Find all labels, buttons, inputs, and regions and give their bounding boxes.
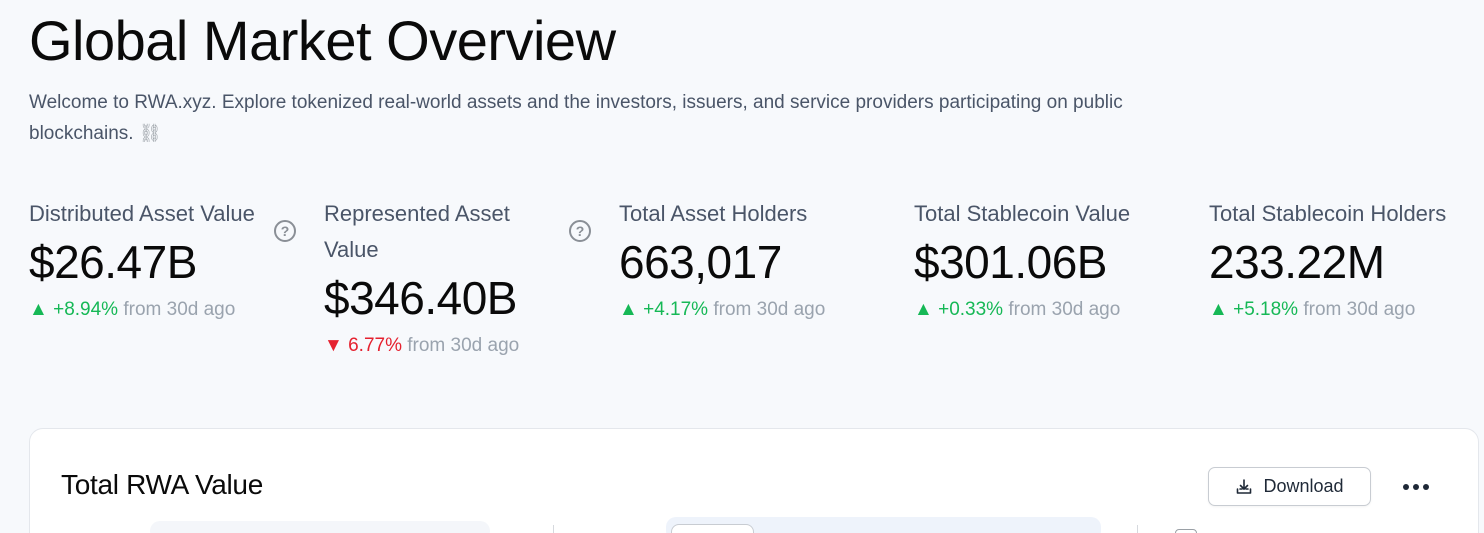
stat-label: Represented Asset Value [324,201,510,262]
change-percent: +4.17% [643,299,709,320]
time-range-selector[interactable] [150,521,490,533]
subtitle-text: Welcome to RWA.xyz. Explore tokenized re… [29,92,1123,144]
stat-change: ▲ +5.18% from 30d ago [1209,296,1484,324]
change-percent: 6.77% [348,335,402,356]
stat-value: 663,017 [619,236,782,288]
help-icon[interactable]: ? [274,220,296,242]
total-rwa-value-card: Total RWA Value Download [29,428,1479,533]
stat-change: ▲ +4.17% from 30d ago [619,296,899,324]
change-suffix: from 30d ago [1008,299,1121,320]
stat-value: 233.22M [1209,236,1385,288]
download-icon [1237,478,1252,494]
change-percent: +5.18% [1233,299,1299,320]
change-suffix: from 30d ago [713,299,826,320]
stat-represented-asset-value: Represented Asset Value $346.40B ▼ 6.77%… [324,196,564,360]
tab-selected[interactable] [671,524,754,533]
stat-total-stablecoin-value: Total Stablecoin Value $301.06B ▲ +0.33%… [914,196,1194,324]
change-percent: +0.33% [938,299,1004,320]
checkbox[interactable] [1175,529,1197,533]
change-suffix: from 30d ago [123,299,236,320]
change-percent: +8.94% [53,299,119,320]
page-subtitle: Welcome to RWA.xyz. Explore tokenized re… [29,88,1189,149]
help-icon[interactable]: ? [569,220,591,242]
download-label: Download [1263,476,1344,496]
divider [553,525,554,533]
change-suffix: from 30d ago [407,335,520,356]
page-title: Global Market Overview [29,9,616,72]
arrow-up-icon: ▲ [914,299,933,320]
stat-distributed-asset-value: Distributed Asset Value $26.47B ▲ +8.94%… [29,196,269,324]
arrow-down-icon: ▼ [324,335,343,356]
arrow-up-icon: ▲ [619,299,638,320]
stat-value: $301.06B [914,236,1107,288]
view-tabs[interactable] [666,517,1101,533]
stat-total-stablecoin-holders: Total Stablecoin Holders 233.22M ▲ +5.18… [1209,196,1484,324]
download-button[interactable]: Download [1208,467,1371,506]
divider [1137,525,1138,533]
stat-label: Total Stablecoin Value [914,201,1131,226]
chain-icon: ⛓ [138,123,162,143]
change-suffix: from 30d ago [1303,299,1416,320]
stat-label: Total Stablecoin Holders [1209,201,1447,226]
stat-value: $346.40B [324,272,517,324]
stat-change: ▲ +0.33% from 30d ago [914,296,1194,324]
more-options-icon[interactable] [1396,475,1436,499]
stat-value: $26.47B [29,236,197,288]
arrow-up-icon: ▲ [1209,299,1228,320]
stat-label: Distributed Asset Value [29,201,255,226]
card-title: Total RWA Value [61,469,263,500]
stat-total-asset-holders: Total Asset Holders 663,017 ▲ +4.17% fro… [619,196,899,324]
stat-change: ▼ 6.77% from 30d ago [324,332,564,360]
stat-label: Total Asset Holders [619,201,808,226]
arrow-up-icon: ▲ [29,299,48,320]
stat-change: ▲ +8.94% from 30d ago [29,296,269,324]
